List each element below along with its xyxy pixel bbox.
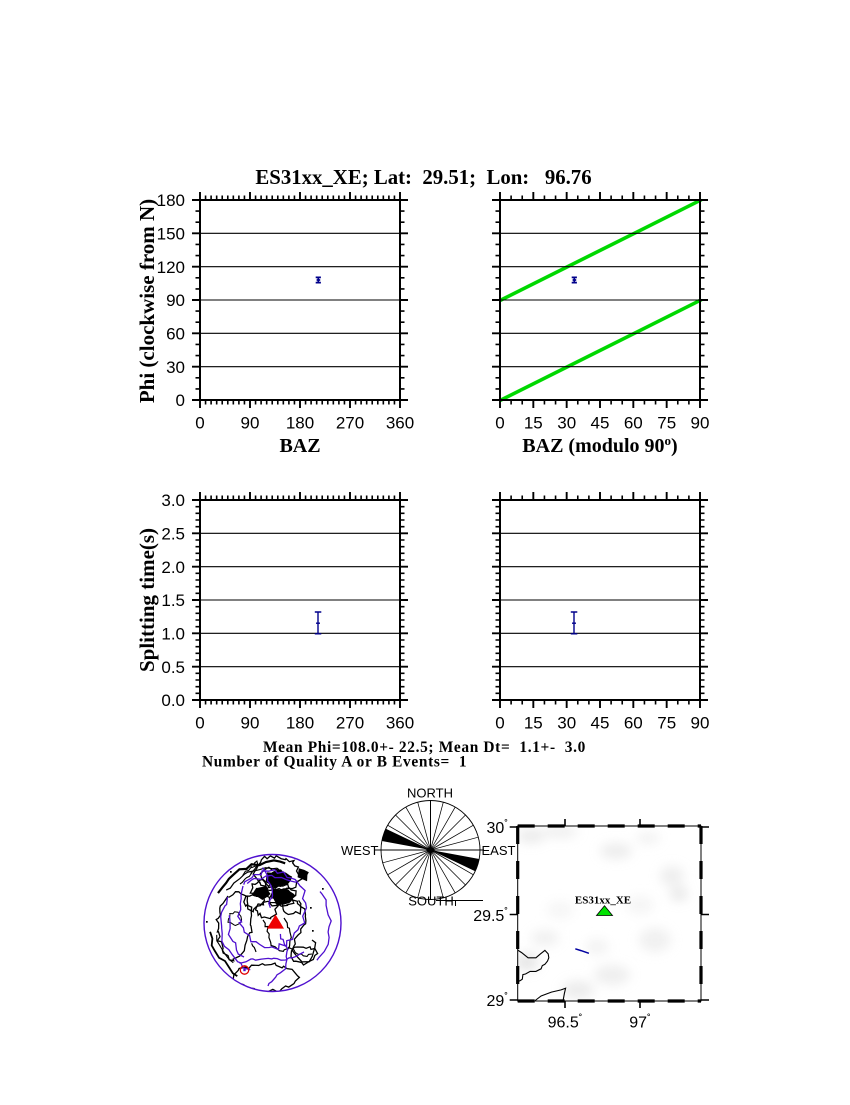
svg-text:30: 30 [166, 358, 185, 377]
svg-text:SOUTH: SOUTH [408, 894, 454, 909]
svg-text:60: 60 [624, 714, 643, 733]
svg-text:180: 180 [286, 414, 314, 433]
svg-text:0.5: 0.5 [161, 658, 185, 677]
svg-text:90: 90 [691, 414, 710, 433]
svg-text:ES31xx_XE; Lat: 29.51; Lon:: ES31xx_XE; Lat: 29.51; Lon: 96.76 [255, 166, 591, 189]
svg-text:Phi (clockwise from N): Phi (clockwise from N) [135, 199, 159, 403]
svg-text:Splitting time(s): Splitting time(s) [135, 528, 159, 672]
svg-text:30: 30 [557, 414, 576, 433]
svg-text:75: 75 [657, 414, 676, 433]
svg-text:3.0: 3.0 [161, 491, 185, 510]
svg-text:29.5˚: 29.5˚ [473, 907, 508, 925]
svg-text:96.5˚: 96.5˚ [548, 1014, 583, 1032]
svg-text:45: 45 [591, 714, 610, 733]
svg-text:120: 120 [157, 258, 185, 277]
svg-text:150: 150 [157, 225, 185, 244]
svg-text:180: 180 [157, 191, 185, 210]
svg-text:0: 0 [176, 391, 185, 410]
svg-text:29˚: 29˚ [487, 992, 508, 1010]
svg-text:45: 45 [591, 414, 610, 433]
svg-text:2.5: 2.5 [161, 525, 185, 544]
svg-text:BAZ (modulo 90o): BAZ (modulo 90o) [522, 433, 677, 457]
svg-text:97˚: 97˚ [629, 1014, 650, 1032]
svg-text:EAST: EAST [482, 843, 516, 858]
svg-text:Number of Quality A or B Event: Number of Quality A or B Events= 1 [202, 754, 467, 771]
svg-text:60: 60 [624, 414, 643, 433]
svg-text:180: 180 [286, 714, 314, 733]
svg-text:270: 270 [336, 714, 364, 733]
svg-text:30: 30 [557, 714, 576, 733]
svg-text:90: 90 [241, 414, 260, 433]
svg-text:90: 90 [166, 291, 185, 310]
svg-text:BAZ: BAZ [279, 435, 320, 457]
svg-text:360: 360 [386, 414, 414, 433]
svg-text:0: 0 [195, 714, 204, 733]
svg-text:0: 0 [195, 414, 204, 433]
svg-text:360: 360 [386, 714, 414, 733]
svg-text:WEST: WEST [341, 843, 379, 858]
svg-text:90: 90 [691, 714, 710, 733]
svg-text:30˚: 30˚ [487, 819, 508, 837]
svg-text:60: 60 [166, 325, 185, 344]
svg-text:0: 0 [495, 714, 504, 733]
svg-text:1.0: 1.0 [161, 625, 185, 644]
svg-text:1.5: 1.5 [161, 591, 185, 610]
svg-text:0: 0 [495, 414, 504, 433]
svg-text:Mean Phi=108.0+- 22.5; Mean Dt: Mean Phi=108.0+- 22.5; Mean Dt= 1.1+- 3.… [263, 739, 586, 756]
svg-text:2.0: 2.0 [161, 558, 185, 577]
svg-text:ES31xx_XE: ES31xx_XE [575, 895, 631, 907]
svg-text:NORTH: NORTH [407, 786, 453, 801]
svg-text:75: 75 [657, 714, 676, 733]
svg-text:15: 15 [524, 714, 543, 733]
svg-text:90: 90 [241, 714, 260, 733]
svg-text:15: 15 [524, 414, 543, 433]
svg-text:0.0: 0.0 [161, 691, 185, 710]
svg-text:270: 270 [336, 414, 364, 433]
